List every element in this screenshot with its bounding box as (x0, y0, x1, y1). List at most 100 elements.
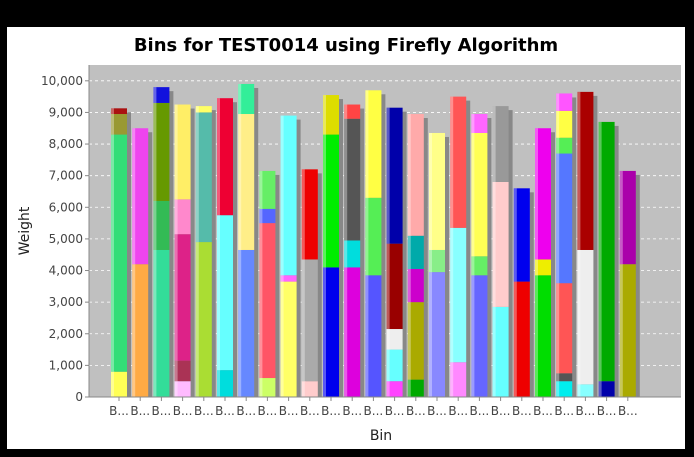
bar-segment (535, 275, 551, 397)
bar-segment-highlight (429, 272, 432, 397)
bar-segment (450, 227, 467, 363)
bar-segment-highlight (535, 259, 538, 276)
x-axis-ticks: B... B... B... B... B... B... B... B... B... B...… (109, 397, 638, 418)
bar-segment (259, 208, 276, 224)
bar-segment (365, 197, 382, 276)
bar-segment-highlight (429, 132, 432, 250)
bar-segment-highlight (492, 106, 496, 182)
bar-segment-highlight (386, 329, 390, 350)
bar-segment-highlight (174, 104, 178, 200)
x-tick-label: B... (215, 404, 235, 418)
bar-segment (471, 256, 488, 276)
bar-segment-highlight (111, 114, 114, 135)
bar-segment (280, 115, 297, 276)
bar-segment-highlight (238, 249, 242, 397)
bar-segment (195, 242, 212, 397)
bar-segment (174, 234, 191, 361)
bar-segment (535, 259, 551, 276)
bar-segment-highlight (407, 302, 411, 380)
bar-segment (217, 98, 233, 216)
bar-segment-highlight (217, 98, 220, 216)
bar-segment (386, 107, 403, 244)
bar-segment-highlight (174, 360, 178, 382)
bar-segment (111, 134, 127, 372)
x-tick-label: B... (406, 404, 426, 418)
bar-segment-highlight (556, 93, 560, 111)
y-tick-label: 6,000 (49, 200, 83, 214)
bar-segment (577, 384, 594, 397)
x-tick-label: B... (533, 404, 553, 418)
bar-segment-highlight (619, 264, 623, 397)
bar-segment-highlight (344, 104, 348, 119)
bar-segment-highlight (259, 170, 263, 209)
bar-segment (407, 235, 424, 269)
bar-segment (111, 114, 127, 135)
bar-segment (301, 381, 318, 397)
bar-segment-highlight (153, 249, 157, 397)
bar-segment (386, 349, 403, 382)
x-tick-label: B... (194, 404, 214, 418)
bar-segment-highlight (365, 197, 369, 276)
bar-segment (492, 106, 509, 182)
bar-segment-highlight (386, 349, 390, 382)
bar-segment (132, 264, 149, 397)
bar-segment-highlight (344, 118, 348, 241)
x-tick-label: B... (173, 404, 193, 418)
x-tick-label: B... (152, 404, 172, 418)
x-tick-label: B... (597, 404, 617, 418)
bar-segment (301, 169, 318, 260)
bar-segment-highlight (492, 181, 496, 307)
bar-segment (344, 118, 361, 241)
bar-segment (556, 110, 573, 138)
bar-segment-highlight (386, 243, 390, 330)
y-tick-label: 0 (75, 390, 83, 404)
bar-segment (556, 153, 573, 284)
bar-segment (492, 306, 509, 397)
bar-segment (386, 243, 403, 330)
bar-segment-highlight (513, 281, 517, 397)
bar-segment-highlight (407, 268, 411, 303)
chart-panel: Bins for TEST0014 using Firefly Algorith… (7, 27, 685, 449)
bar-segment-highlight (535, 128, 538, 260)
bar-segment (619, 170, 636, 265)
bar-segment (513, 188, 530, 282)
bar-segment-highlight (535, 275, 538, 397)
bar-segment (111, 371, 127, 397)
bar-segment (153, 87, 170, 103)
bar-segment (429, 132, 445, 250)
y-tick-label: 9,000 (49, 105, 83, 119)
bar-segment-highlight (174, 199, 178, 235)
bar-segment (450, 362, 467, 397)
bars (111, 83, 636, 397)
x-tick-label: B... (618, 404, 638, 418)
y-tick-label: 10,000 (41, 74, 83, 88)
bar-segment-highlight (344, 240, 348, 268)
bar-segment-highlight (238, 114, 242, 250)
bar-segment (429, 272, 445, 397)
y-tick-label: 8,000 (49, 137, 83, 151)
bar-segment-highlight (619, 170, 623, 265)
bar-segment-highlight (365, 275, 369, 397)
bar-segment (471, 114, 488, 133)
bar-segment (450, 96, 467, 228)
bar-segment-highlight (556, 283, 560, 374)
bar-segment (174, 381, 191, 397)
bar-segment (386, 329, 403, 350)
bar-segment-highlight (153, 102, 157, 201)
x-tick-label: B... (130, 404, 150, 418)
bar-segment-highlight (577, 384, 581, 397)
bar-segment (238, 114, 255, 250)
bar-segment (153, 102, 170, 201)
bar-segment (598, 381, 615, 397)
bar-segment (301, 259, 318, 382)
bar-segment-highlight (577, 91, 581, 250)
bar-chart: Bins for TEST0014 using Firefly Algorith… (17, 35, 681, 444)
bar-segment-highlight (195, 242, 199, 397)
x-tick-label: B... (279, 404, 299, 418)
x-tick-label: B... (491, 404, 511, 418)
bar-segment-highlight (217, 215, 220, 371)
bar-segment (556, 373, 573, 382)
bar-segment (344, 267, 361, 397)
bar-segment (259, 223, 276, 379)
chart-title: Bins for TEST0014 using Firefly Algorith… (134, 35, 558, 56)
